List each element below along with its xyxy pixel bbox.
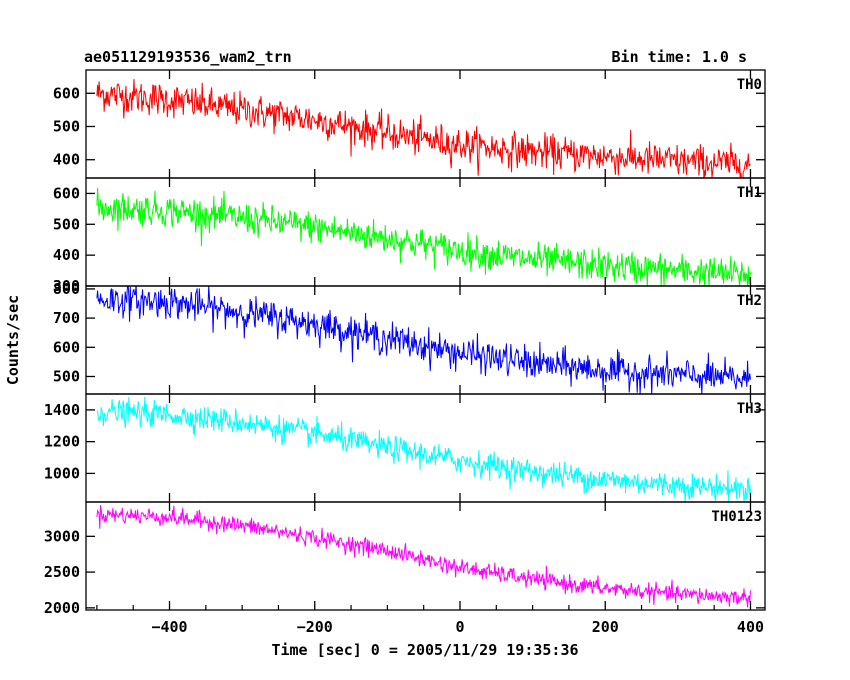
y-tick-label: 600	[53, 84, 80, 102]
x-tick-label: −400	[151, 618, 187, 636]
y-tick-label: 400	[53, 151, 80, 169]
y-tick-label: 300	[53, 277, 80, 295]
panel-th3: 1000 1200 1400 TH3	[44, 393, 766, 503]
y-tick-label: 700	[53, 309, 80, 327]
series-line-th2	[96, 286, 751, 394]
x-tick-label: 0	[455, 618, 464, 636]
panel-th1: 300 400 500 600 TH1	[53, 177, 766, 295]
y-tick-label: 500	[53, 117, 80, 135]
x-axis-label: Time [sec] 0 = 2005/11/29 19:35:36	[271, 641, 578, 659]
y-tick-label: 400	[53, 246, 80, 264]
panel-frame	[85, 501, 766, 611]
x-tick-label: 400	[737, 618, 764, 636]
y-tick-label: 600	[53, 184, 80, 202]
y-axis-label: Counts/sec	[4, 295, 22, 385]
panel-frame	[85, 285, 766, 395]
y-tick-label: 500	[53, 367, 80, 385]
panel-label: TH2	[737, 293, 762, 309]
panel-label: TH0123	[711, 509, 762, 525]
series-line-th3	[96, 396, 751, 502]
panel-th0: 400 500 600 TH0	[53, 69, 766, 179]
panel-label: TH1	[737, 185, 762, 201]
y-tick-label: 1400	[44, 401, 80, 419]
x-tick-label: 200	[592, 618, 619, 636]
panel-th0123: 2000 2500 3000 TH0123	[44, 501, 766, 617]
y-tick-label: 2500	[44, 563, 80, 581]
x-tick-label: −200	[297, 618, 333, 636]
x-axis: −400 −200 0 200 400	[96, 605, 764, 636]
panel-th2: 500 600 700 800 TH2	[53, 280, 766, 395]
panel-label: TH3	[737, 401, 762, 417]
y-tick-label: 2000	[44, 599, 80, 617]
bin-time-label: Bin time: 1.0 s	[612, 48, 747, 66]
y-tick-label: 500	[53, 215, 80, 233]
y-tick-label: 600	[53, 338, 80, 356]
y-tick-label: 1200	[44, 433, 80, 451]
panel-label: TH0	[737, 77, 762, 93]
y-tick-label: 1000	[44, 464, 80, 482]
series-line-th1	[96, 187, 751, 286]
chart-title: ae051129193536_wam2_trn	[84, 48, 292, 66]
y-tick-label: 3000	[44, 527, 80, 545]
series-line-th0	[96, 79, 751, 178]
series-line-th0123	[96, 505, 751, 608]
y-tick-label: 800	[53, 280, 80, 298]
panels-group: 400 500 600 TH0 300 400 500 600 TH1 500 600 700 800 T…	[44, 69, 766, 617]
